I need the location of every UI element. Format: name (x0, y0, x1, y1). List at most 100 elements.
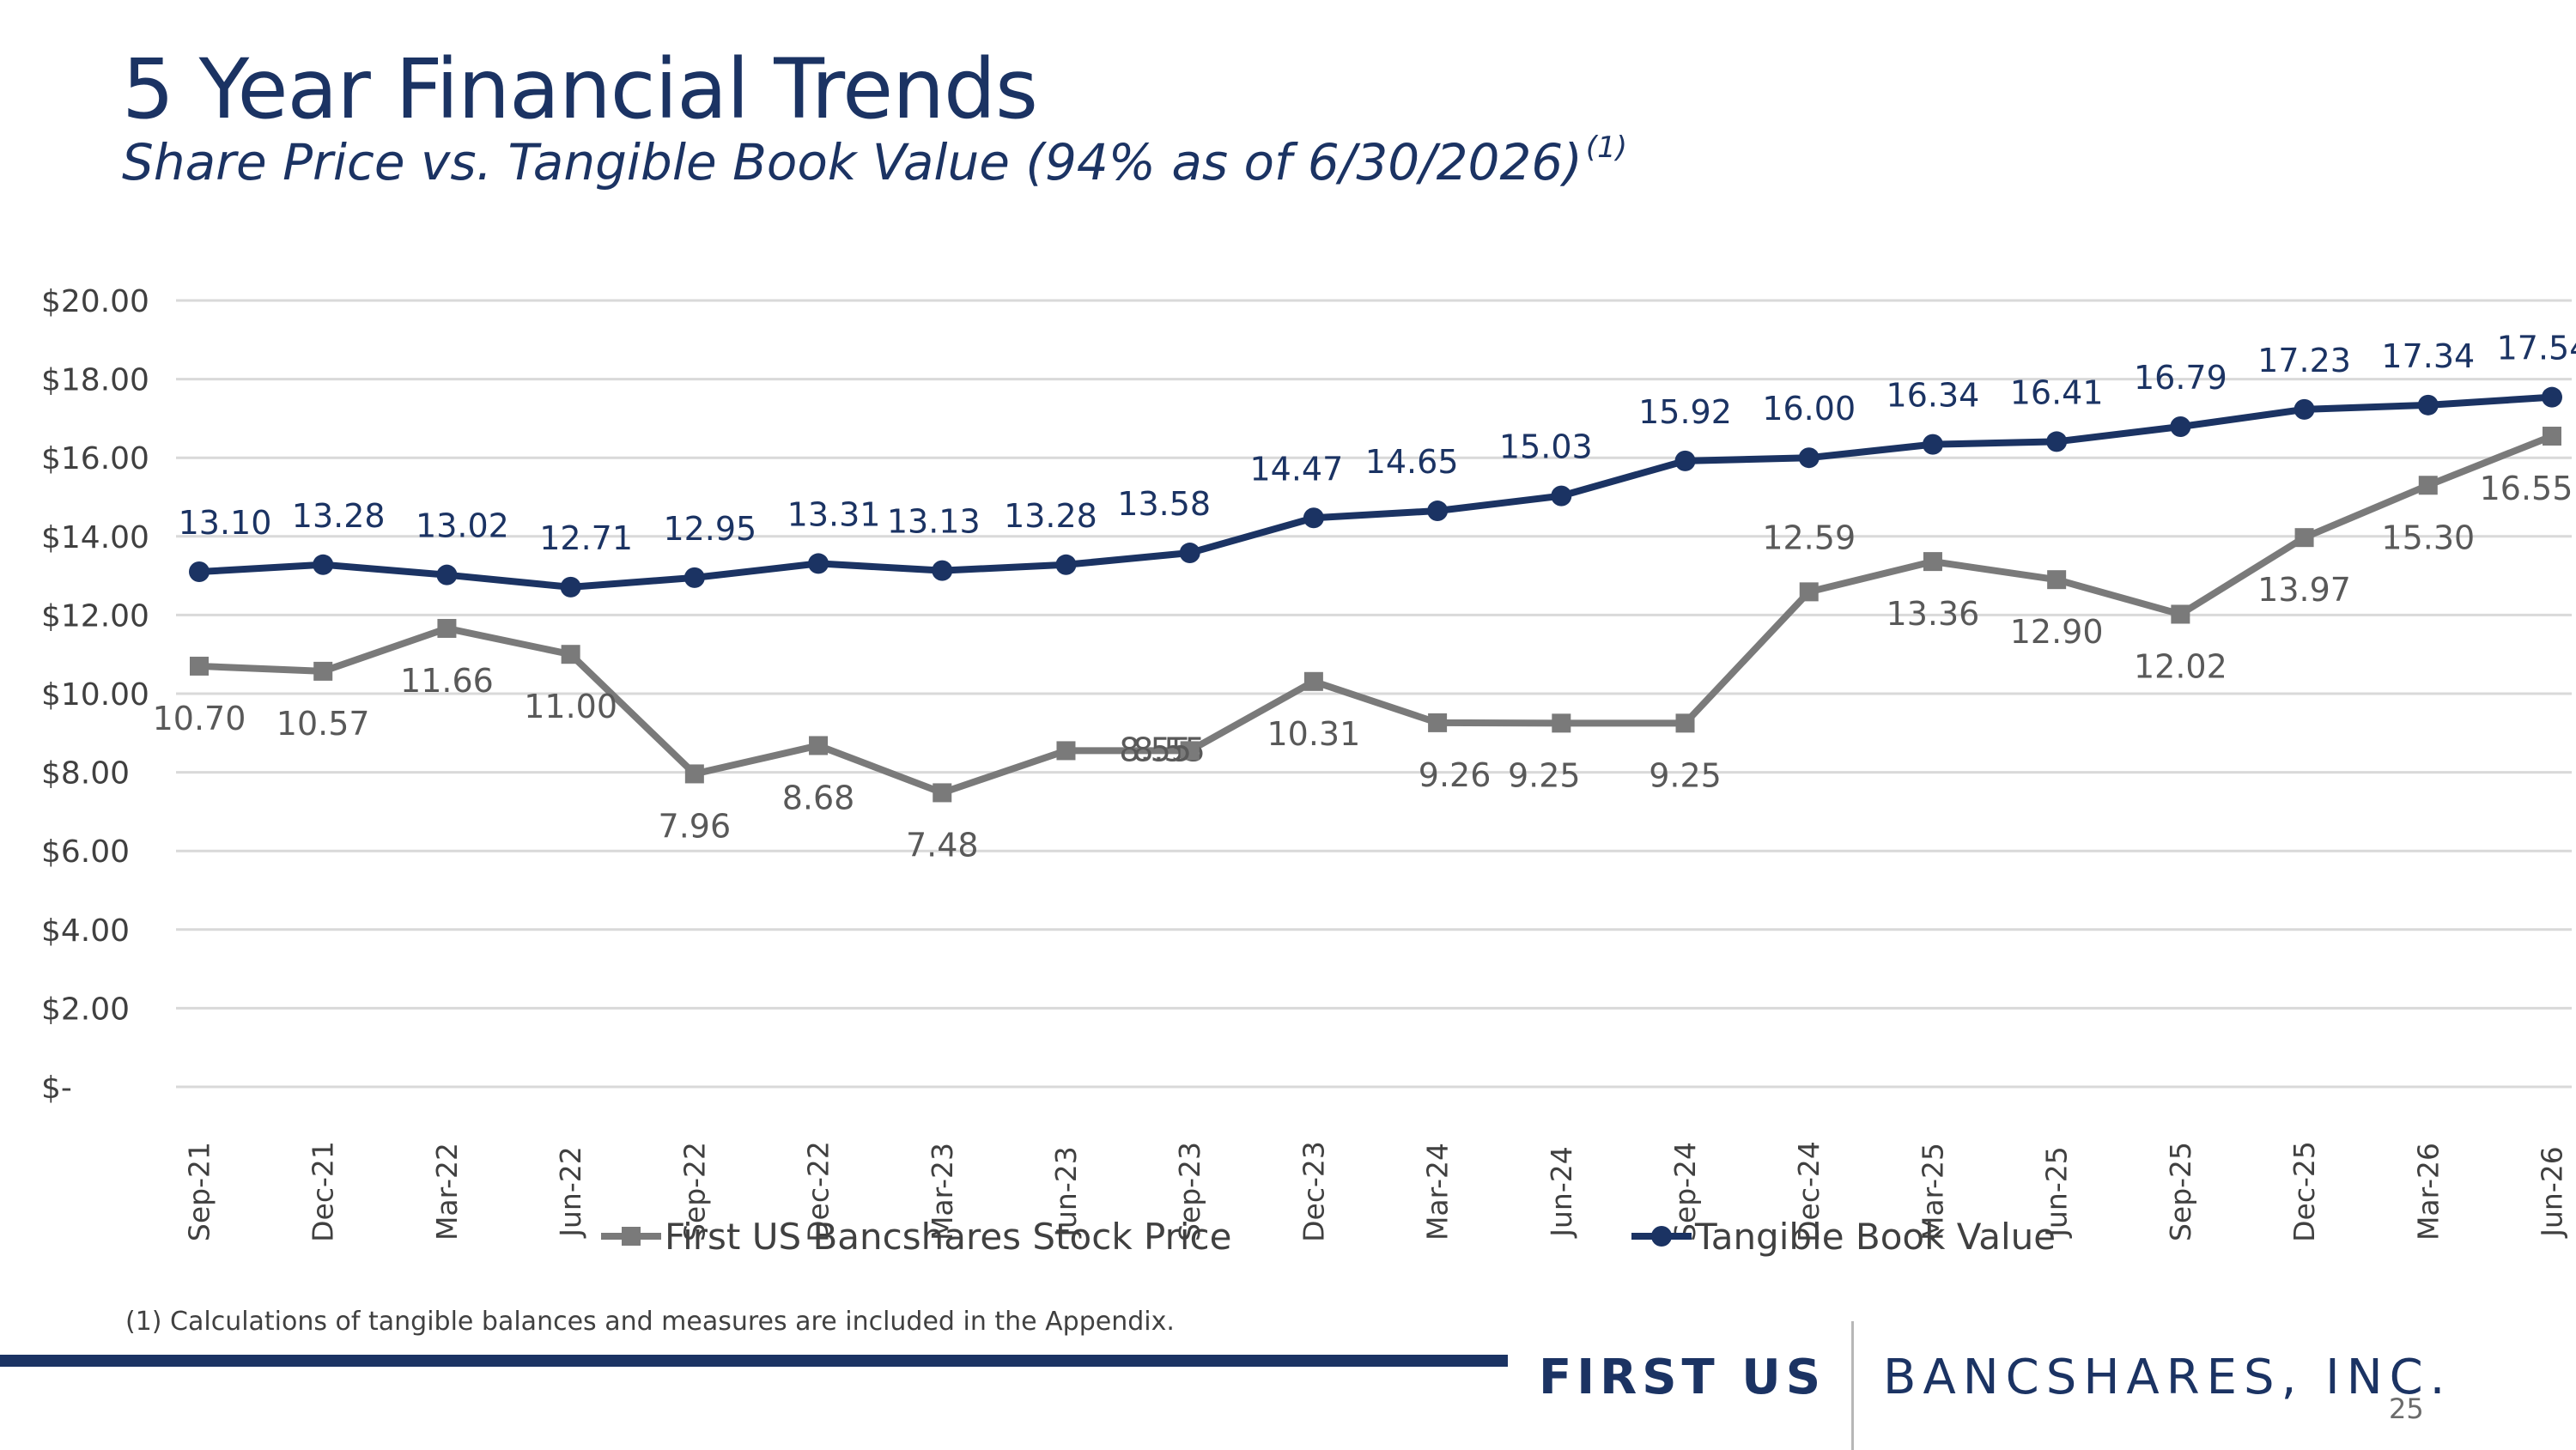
tbv-data-label: 14.65 (1365, 443, 1459, 481)
tbv-data-label: 17.23 (2257, 342, 2351, 379)
tbv-data-label: 13.28 (292, 497, 386, 535)
tbv-marker (313, 554, 334, 575)
stock-price-marker (561, 645, 580, 664)
tbv-data-label: 13.13 (887, 503, 981, 541)
x-tick-label: Sep-24 (1668, 1142, 1702, 1241)
stock-price-data-label: 8.68 (782, 779, 855, 816)
x-tick-label: Mar-25 (1916, 1143, 1949, 1241)
tbv-marker (1922, 434, 1943, 455)
stock-price-marker (684, 764, 704, 784)
tbv-data-label: 17.54 (2497, 330, 2576, 367)
tbv-data-label: 14.47 (1249, 450, 1343, 488)
stock-price-data-label: 13.36 (1886, 595, 1980, 633)
tbv-marker (1551, 485, 1572, 507)
tbv-marker (1055, 554, 1077, 575)
tbv-data-label: 17.34 (2381, 337, 2475, 375)
tbv-data-label: 13.58 (1117, 485, 1211, 523)
y-tick-label: $20.00 (41, 284, 149, 319)
x-tick-label: Mar-24 (1421, 1143, 1455, 1241)
stock-price-data-label: 13.97 (2257, 571, 2351, 609)
stock-price-data-label: 8.55 (1119, 731, 1192, 768)
subtitle-footnote-marker: (1) (1585, 130, 1628, 165)
tbv-marker (2542, 386, 2562, 408)
stock-price-data-label: 12.59 (1762, 519, 1856, 556)
x-tick-label: Dec-22 (802, 1141, 835, 1242)
y-tick-label: $- (41, 1071, 72, 1106)
tbv-marker (1427, 501, 1449, 522)
stock-price-marker (1675, 713, 1695, 733)
stock-price-marker (2418, 476, 2438, 495)
tbv-data-label: 13.28 (1004, 497, 1097, 535)
tbv-data-label: 15.03 (1499, 428, 1593, 466)
tbv-marker (932, 560, 953, 581)
stock-price-marker (1552, 713, 1571, 733)
stock-price-data-label: 10.57 (276, 705, 370, 743)
x-tick-label: Jun-25 (2040, 1146, 2074, 1238)
company-logo: FIRST US BANCSHARES, INC. (1539, 1321, 2452, 1450)
stock-price-marker (2171, 604, 2190, 624)
stock-price-marker (2294, 528, 2314, 548)
stock-price-data-label: 15.30 (2381, 519, 2475, 556)
x-tick-label: Mar-23 (926, 1143, 959, 1241)
stock-price-marker (1923, 552, 1942, 572)
tbv-marker (808, 553, 829, 574)
stock-price-data-label: 11.00 (524, 688, 617, 725)
tbv-data-label: 16.79 (2134, 359, 2227, 397)
tbv-data-label: 13.02 (416, 507, 509, 545)
stock-price-marker (1056, 741, 1076, 761)
tbv-data-label: 16.34 (1886, 377, 1980, 415)
tbv-marker (2417, 394, 2439, 416)
legend-tangible-book-value: Tangible Book Value (1694, 1216, 2056, 1258)
tbv-marker (683, 567, 705, 588)
logo-bancshares: BANCSHARES, INC. (1883, 1349, 2452, 1405)
line-chart: $- $2.00 $4.00 $6.00 $8.00 $10.00 $12.00 $14.00… (41, 284, 2576, 1258)
y-tick-label: $4.00 (41, 913, 130, 949)
y-tick-label: $6.00 (41, 834, 130, 870)
stock-price-data-label: 12.90 (2010, 613, 2104, 651)
stock-price-data-label: 16.55 (2480, 470, 2573, 507)
x-tick-label: Jun-22 (554, 1146, 587, 1238)
stock-price-data-label: 9.26 (1419, 756, 1492, 794)
subtitle-text: Share Price vs. Tangible Book Value (94%… (122, 133, 1583, 191)
tbv-marker (189, 561, 210, 583)
stock-price-marker (190, 656, 209, 676)
tbv-data-label: 16.41 (2010, 373, 2104, 411)
stock-price-marker (809, 736, 829, 755)
tbv-marker (2293, 398, 2315, 420)
tbv-marker (560, 576, 581, 598)
legend-marker (1651, 1226, 1672, 1247)
y-tick-label: $18.00 (41, 363, 149, 398)
page-subtitle: Share Price vs. Tangible Book Value (94%… (122, 130, 1627, 191)
tbv-data-label: 13.10 (179, 504, 272, 542)
stock-price-marker (437, 618, 457, 638)
stock-price-data-label: 9.25 (1649, 756, 1722, 794)
tbv-marker (1303, 507, 1324, 529)
x-tick-label: Mar-26 (2411, 1143, 2445, 1241)
tbv-data-label: 12.95 (663, 510, 756, 548)
logo-divider (1851, 1321, 1855, 1450)
y-tick-label: $16.00 (41, 441, 149, 476)
tbv-marker (1179, 543, 1200, 564)
legend-stock-price: First US Bancshares Stock Price (665, 1216, 1231, 1258)
x-tick-label: Jun-26 (2536, 1146, 2569, 1238)
stock-price-marker (1428, 713, 1448, 732)
stock-price-marker (1799, 582, 1819, 602)
logo-first-us: FIRST US (1539, 1349, 1826, 1405)
y-tick-label: $8.00 (41, 756, 130, 792)
stock-price-marker (2047, 570, 2067, 590)
x-tick-label: Sep-22 (677, 1142, 711, 1241)
x-tick-label: Dec-24 (1792, 1141, 1826, 1242)
tbv-data-label: 16.00 (1762, 390, 1856, 428)
stock-price-data-label: 7.48 (906, 826, 979, 864)
page-title: 5 Year Financial Trends (122, 41, 1038, 137)
stock-price-marker (1303, 671, 1323, 691)
stock-price-marker (933, 783, 952, 803)
tbv-data-label: 13.31 (787, 495, 881, 533)
footer-rule (0, 1355, 1508, 1367)
x-tick-label: Sep-25 (2164, 1142, 2197, 1241)
footnote: (1) Calculations of tangible balances an… (125, 1307, 1175, 1337)
x-tick-label: Dec-23 (1297, 1141, 1330, 1242)
y-tick-label: $2.00 (41, 992, 130, 1027)
y-tick-label: $14.00 (41, 520, 149, 555)
y-tick-label: $12.00 (41, 598, 149, 634)
